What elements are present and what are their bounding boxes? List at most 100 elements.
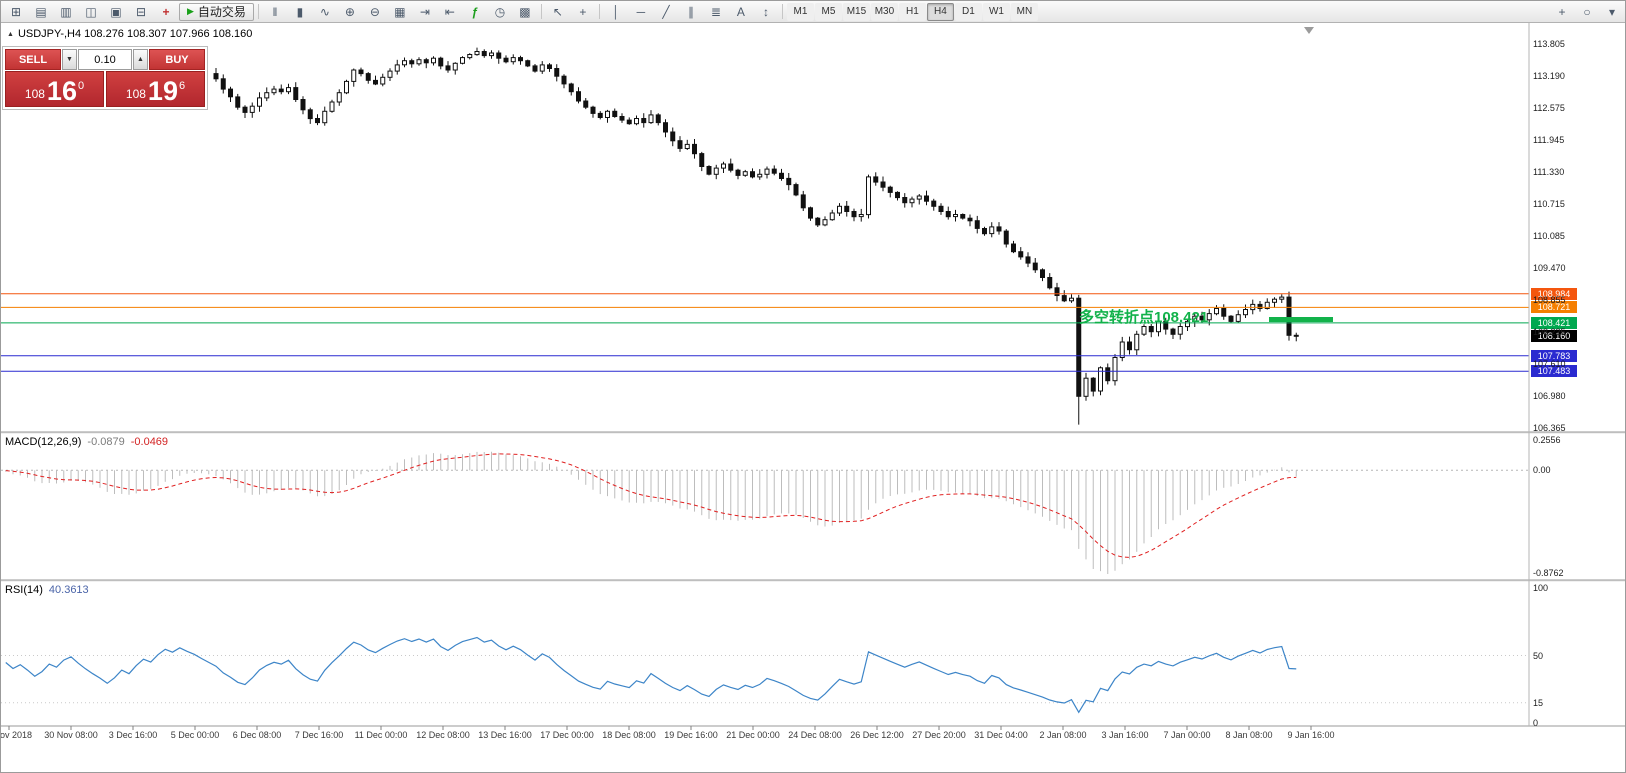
rsi-header: RSI(14) 40.3613: [5, 584, 89, 596]
horizontal-line-icon[interactable]: ─: [636, 4, 646, 19]
buy-price-button[interactable]: 108 19 6: [106, 71, 205, 107]
timeframe-h1-button[interactable]: H1: [898, 2, 926, 21]
macd-header: MACD(12,26,9) -0.0879 -0.0469: [5, 436, 168, 448]
macd-scale-label: 0.2556: [1533, 435, 1561, 445]
chart-shift-icon[interactable]: ⇤: [444, 4, 455, 19]
sell-price-prefix: 108: [24, 87, 45, 101]
macd-signal-line: [5, 453, 1297, 558]
price-axis-label: 111.330: [1533, 167, 1565, 177]
timeframe-h4-button[interactable]: H4: [926, 2, 954, 21]
sell-price-sup: 0: [77, 80, 85, 92]
sell-button[interactable]: SELL: [5, 49, 61, 70]
macd-scale-label: -0.8762: [1533, 568, 1564, 578]
date-axis-label: 9 Jan 16:00: [1287, 730, 1335, 740]
periods-icon[interactable]: ◷: [494, 4, 506, 19]
date-axis-label: 18 Dec 08:00: [602, 730, 656, 740]
rsi-scale-label: 0: [1533, 718, 1539, 728]
line-chart-icon[interactable]: ∿: [319, 4, 330, 19]
date-axis-label: 2 Jan 08:00: [1039, 730, 1087, 740]
bar-chart-icon[interactable]: ‖: [272, 4, 278, 19]
timeframe-m30-button[interactable]: M30: [870, 2, 898, 21]
collapse-panel-icon[interactable]: ▲: [7, 30, 14, 38]
timeframe-m1-button[interactable]: M1: [786, 2, 814, 21]
one-click-trading-panel: SELL ▼ ▲ BUY 108 16 0 108 19 6: [2, 46, 208, 110]
volume-increase-button[interactable]: ▲: [133, 49, 148, 70]
auto-trading-label: 自动交易: [197, 5, 246, 19]
toolbar-separator: [598, 4, 600, 19]
date-axis-label: 5 Dec 00:00: [170, 730, 220, 740]
price-line-label: 107.483: [1531, 365, 1577, 377]
price-axis-label: 106.980: [1533, 391, 1566, 401]
sell-price-big: 16: [46, 76, 77, 106]
zoom-in-icon[interactable]: ⊕: [344, 4, 355, 19]
symbol-ohlc-text: USDJPY-,H4 108.276 108.307 107.966 108.1…: [17, 28, 253, 40]
templates-icon[interactable]: ▩: [519, 4, 531, 19]
price-axis-label: 108.225: [1533, 327, 1566, 337]
timeframe-mn-button[interactable]: MN: [1010, 2, 1038, 21]
zoom-out-icon[interactable]: ⊖: [369, 4, 380, 19]
candlestick-chart-icon[interactable]: ▮: [296, 4, 304, 19]
crosshair-icon[interactable]: +: [579, 4, 587, 19]
tile-windows-icon[interactable]: ▦: [394, 4, 406, 19]
profiles-icon[interactable]: ▤: [35, 4, 47, 19]
date-axis-label: 3 Dec 16:00: [108, 730, 158, 740]
price-axis-label: 113.805: [1533, 39, 1565, 49]
price-line-label: 107.783: [1531, 350, 1577, 362]
chart-canvas[interactable]: [1, 23, 1626, 773]
rsi-scale-label: 100: [1533, 583, 1549, 593]
timeframe-d1-button[interactable]: D1: [954, 2, 982, 21]
search-icon[interactable]: ○: [1583, 4, 1591, 19]
date-axis-label: 21 Dec 00:00: [726, 730, 780, 740]
channel-icon[interactable]: ∥: [687, 4, 694, 19]
volume-input[interactable]: [78, 49, 132, 70]
price-axis-label: 110.085: [1533, 231, 1565, 241]
new-chart-icon[interactable]: ⊞: [10, 4, 22, 19]
rsi-line: [5, 636, 1297, 714]
candlesticks[interactable]: [213, 47, 1299, 425]
date-axis-label: 13 Dec 16:00: [478, 730, 532, 740]
arrows-icon[interactable]: ↕: [762, 4, 769, 19]
timeframe-m5-button[interactable]: M5: [814, 2, 842, 21]
indicators-icon[interactable]: ƒ: [471, 4, 479, 19]
price-axis-label: 106.365: [1533, 423, 1566, 433]
terminal-icon[interactable]: ▣: [110, 4, 122, 19]
annotation-line[interactable]: [1269, 317, 1333, 322]
macd-label: MACD(12,26,9): [5, 436, 82, 448]
auto-scroll-icon[interactable]: ⇥: [419, 4, 430, 19]
trendline-icon[interactable]: ╱: [662, 4, 670, 19]
buy-price-big: 19: [147, 76, 178, 106]
date-axis-label: 8 Jan 08:00: [1225, 730, 1273, 740]
annotation-text[interactable]: 多空转折点108.421: [1079, 309, 1209, 326]
price-line-label: 108.421: [1531, 317, 1577, 329]
toolbar-separator: [781, 4, 783, 19]
rsi-label: RSI(14): [5, 584, 43, 596]
plus-icon[interactable]: +: [1558, 4, 1566, 19]
rsi-value: 40.3613: [48, 584, 89, 596]
toolbar-separator: [540, 4, 542, 19]
volume-decrease-button[interactable]: ▼: [62, 49, 77, 70]
rsi-scale-label: 15: [1533, 698, 1544, 708]
vertical-line-icon[interactable]: │: [612, 4, 620, 19]
buy-price-sup: 6: [178, 80, 186, 92]
navigator-icon[interactable]: ◫: [85, 4, 97, 19]
chart-area: ▲ USDJPY-,H4 108.276 108.307 107.966 108…: [0, 23, 1626, 773]
cursor-icon[interactable]: ↖: [552, 4, 563, 19]
chart-shift-marker-icon[interactable]: [1304, 27, 1314, 34]
chevron-down-icon[interactable]: ▾: [1608, 4, 1616, 19]
date-axis-label: 7 Jan 00:00: [1163, 730, 1211, 740]
timeframe-w1-button[interactable]: W1: [982, 2, 1010, 21]
buy-button[interactable]: BUY: [149, 49, 205, 70]
new-order-icon[interactable]: +: [162, 4, 170, 19]
market-watch-icon[interactable]: ▥: [60, 4, 72, 19]
sell-price-button[interactable]: 108 16 0: [5, 71, 104, 107]
auto-trading-button[interactable]: ▶ 自动交易: [179, 2, 254, 21]
price-axis-label: 109.470: [1533, 263, 1566, 273]
timeframe-m15-button[interactable]: M15: [842, 2, 870, 21]
date-axis-label: 12 Dec 08:00: [416, 730, 470, 740]
price-axis-label: 108.855: [1533, 295, 1566, 305]
text-icon[interactable]: A: [736, 4, 745, 19]
date-axis-label: 9 Nov 2018: [0, 730, 33, 740]
strategy-tester-icon[interactable]: ⊟: [135, 4, 147, 19]
fibonacci-icon[interactable]: ≣: [710, 4, 721, 19]
